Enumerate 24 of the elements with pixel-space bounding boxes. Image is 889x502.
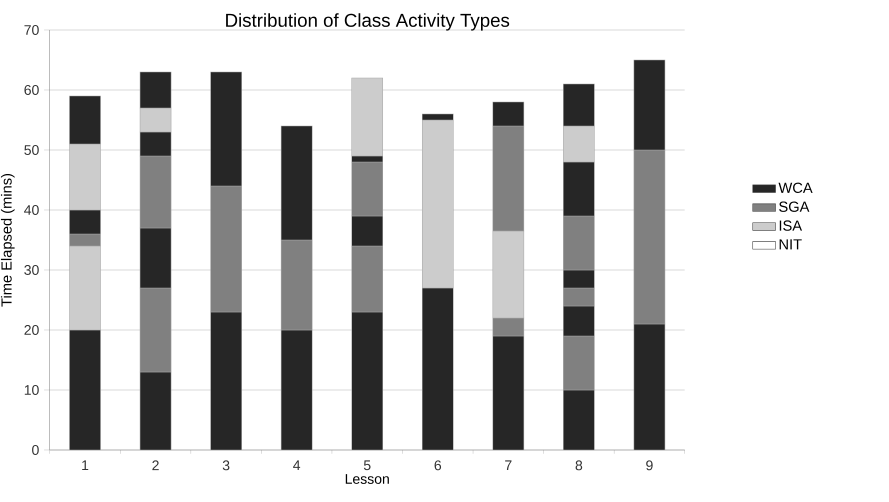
x-axis-title: Lesson [346,474,389,484]
y-axis-title: Time Elapsed (mins) [0,174,15,307]
x-tick-label: 9 [646,460,653,470]
y-tick-label: 0 [32,445,39,455]
x-tick-label: 7 [505,460,512,470]
y-tick-label: 70 [24,25,39,35]
y-tick-label: 40 [24,205,39,215]
y-tick-label: 20 [24,325,39,335]
legend-label: ISA [780,220,802,231]
x-tick-label: 3 [222,460,230,470]
x-tick-label: 1 [82,460,88,470]
y-tick-label: 30 [24,265,39,275]
x-tick-label: 2 [152,460,159,470]
x-tick-label: 5 [364,460,371,470]
x-tick-label: 4 [293,460,300,470]
chart-title: Distribution of Class Activity Types [226,13,510,31]
y-tick-label: 50 [24,145,39,155]
legend-label: NIT [780,239,802,250]
y-tick-label: 60 [24,85,39,95]
x-tick-label: 8 [576,460,582,470]
legend-label: WCA [778,182,813,193]
x-tick-label: 6 [434,460,442,470]
y-tick-label: 10 [24,385,39,395]
legend-label: SGA [779,202,810,212]
